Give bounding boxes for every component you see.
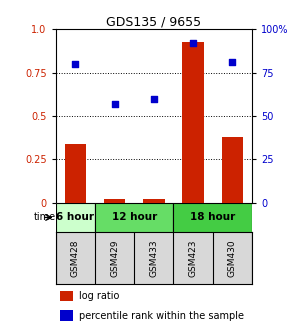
Bar [104, 199, 125, 203]
Text: log ratio: log ratio [79, 291, 120, 301]
Bar [182, 42, 204, 203]
Bar [59, 310, 73, 320]
Point [112, 101, 117, 107]
Text: 6 hour: 6 hour [56, 213, 94, 222]
Point [151, 96, 156, 101]
Point [191, 41, 195, 46]
Text: GSM429: GSM429 [110, 240, 119, 277]
Text: 12 hour: 12 hour [112, 213, 157, 222]
Bar [64, 144, 86, 203]
Bar [59, 291, 73, 301]
Text: GSM428: GSM428 [71, 240, 80, 277]
Text: GSM430: GSM430 [228, 239, 237, 277]
Bar [143, 199, 165, 203]
Bar [95, 203, 173, 232]
Text: 18 hour: 18 hour [190, 213, 235, 222]
Bar [173, 203, 252, 232]
Text: GSM423: GSM423 [189, 240, 197, 277]
Text: percentile rank within the sample: percentile rank within the sample [79, 311, 244, 320]
Text: GSM433: GSM433 [149, 239, 158, 277]
Bar [56, 203, 95, 232]
Point [230, 60, 235, 65]
Text: time: time [33, 213, 56, 222]
Bar [222, 137, 243, 203]
Title: GDS135 / 9655: GDS135 / 9655 [106, 15, 201, 28]
Point [73, 61, 78, 67]
